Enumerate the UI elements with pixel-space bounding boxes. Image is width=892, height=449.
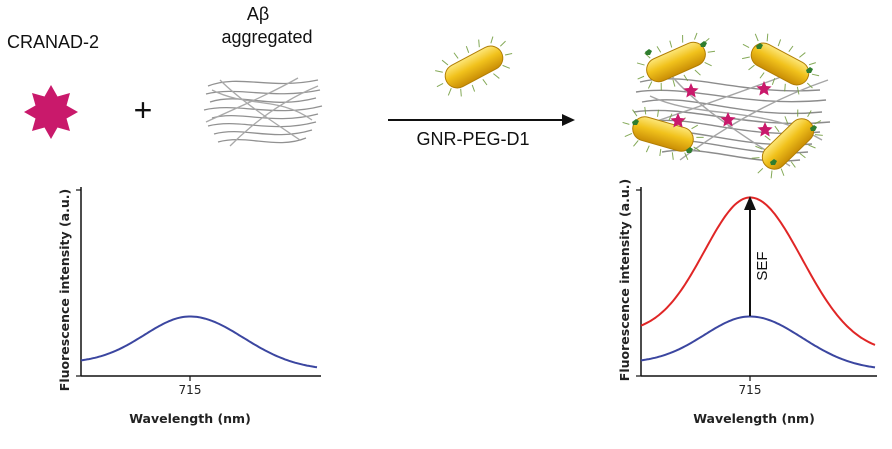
right-red-curve — [640, 196, 876, 346]
reaction-arrow — [388, 114, 575, 126]
cranad-star-icon — [24, 85, 78, 139]
right-blue-curve — [640, 315, 876, 369]
right-y-axis-title: Fluorescence intensity (a.u.) — [617, 179, 632, 381]
abeta-label: Aβ — [246, 4, 270, 24]
left-x-axis-title: Wavelength (nm) — [129, 411, 251, 426]
left-tick-label: 715 — [179, 383, 202, 397]
amyloid-fibers-icon — [203, 77, 323, 147]
sef-arrow — [744, 196, 756, 316]
aggregated-label: aggregated — [221, 27, 313, 47]
left-blue-curve — [80, 315, 318, 369]
right-chart: SEF 715 Wavelength (nm) Fluorescence int… — [617, 179, 877, 426]
plus-sign: + — [133, 92, 153, 128]
left-chart: 715 Wavelength (nm) Fluorescence intensi… — [57, 187, 321, 426]
cranad-label: CRANAD-2 — [7, 32, 100, 52]
left-y-axis-title: Fluorescence intensity (a.u.) — [57, 189, 72, 391]
sef-label: SEF — [754, 251, 771, 280]
gold-nanorod-icon — [426, 28, 521, 107]
product-complex-icon — [616, 24, 833, 190]
right-tick-label: 715 — [739, 383, 762, 397]
right-x-axis-title: Wavelength (nm) — [693, 411, 815, 426]
reagent-label: GNR-PEG-D1 — [416, 129, 530, 149]
